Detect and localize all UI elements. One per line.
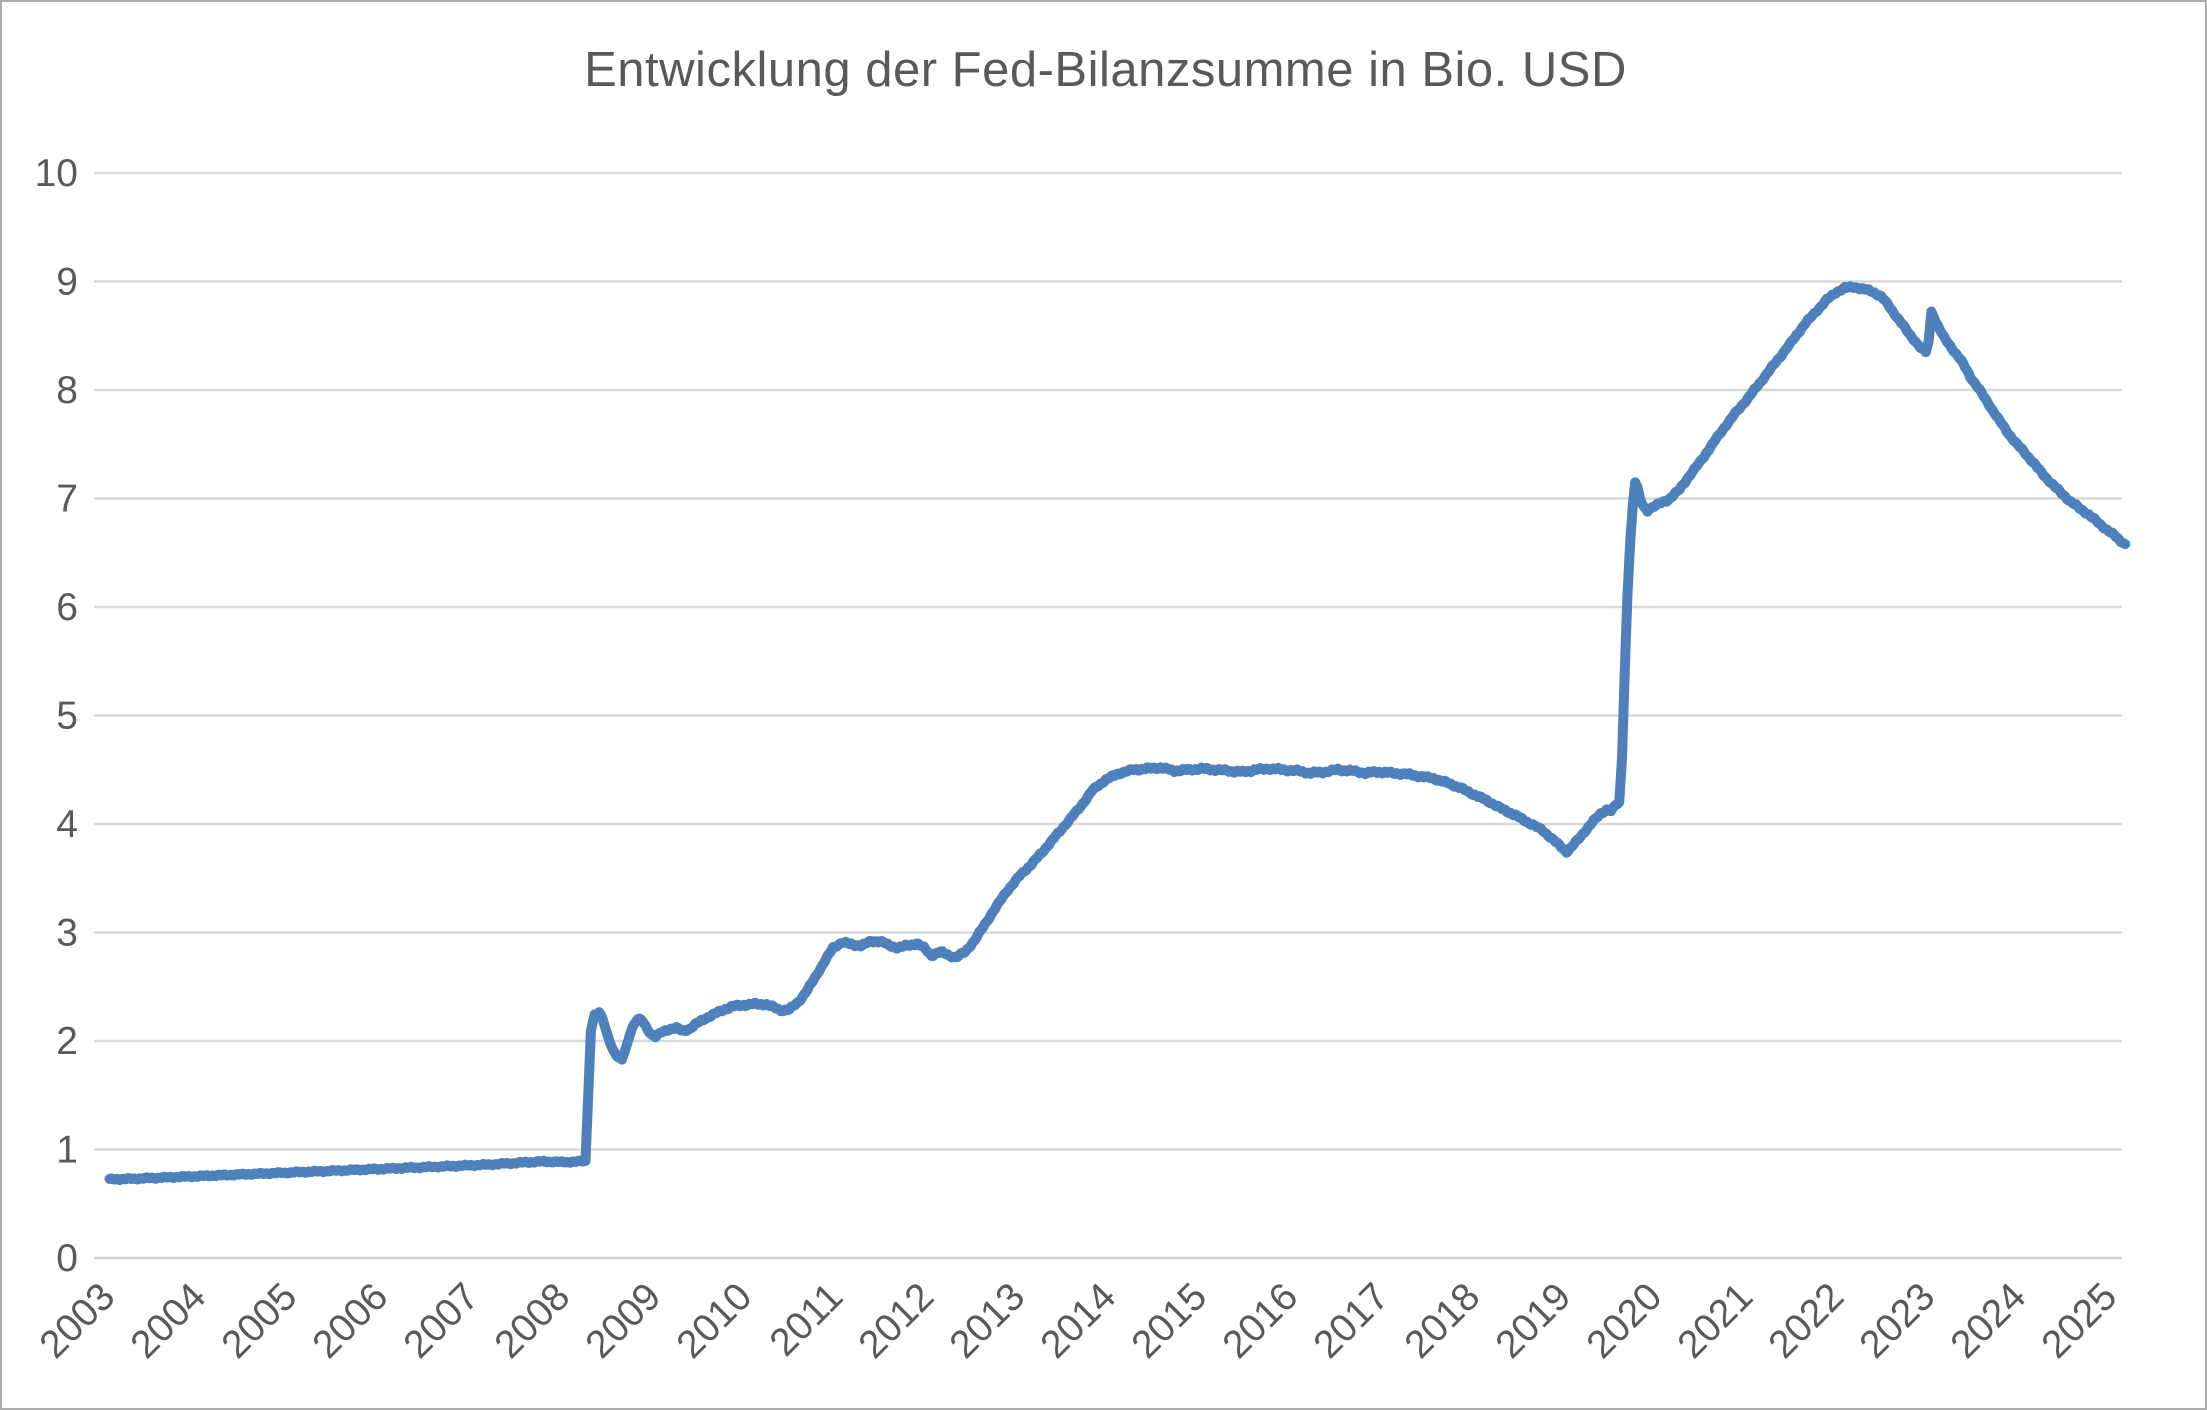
x-tick-label: 2007 bbox=[396, 1275, 488, 1367]
x-tick-label: 2024 bbox=[1943, 1275, 2035, 1367]
y-tick-label: 9 bbox=[56, 261, 78, 304]
x-tick-label: 2010 bbox=[669, 1275, 761, 1367]
y-tick-label: 5 bbox=[56, 695, 78, 738]
y-tick-label: 1 bbox=[56, 1129, 78, 1172]
x-tick-label: 2023 bbox=[1852, 1275, 1944, 1367]
x-tick-label: 2014 bbox=[1033, 1275, 1125, 1367]
x-tick-label: 2018 bbox=[1397, 1275, 1489, 1367]
y-tick-label: 8 bbox=[56, 369, 78, 412]
y-tick-label: 6 bbox=[56, 586, 78, 629]
x-tick-label: 2009 bbox=[578, 1275, 670, 1367]
y-tick-label: 4 bbox=[56, 803, 78, 846]
x-tick-label: 2008 bbox=[487, 1275, 579, 1367]
x-tick-label: 2005 bbox=[214, 1275, 306, 1367]
x-tick-label: 2019 bbox=[1488, 1275, 1580, 1367]
x-tick-label: 2006 bbox=[305, 1275, 397, 1367]
x-tick-label: 2015 bbox=[1124, 1275, 1216, 1367]
y-tick-label: 3 bbox=[56, 912, 78, 955]
y-tick-label: 0 bbox=[56, 1237, 78, 1280]
x-tick-label: 2012 bbox=[851, 1275, 943, 1367]
x-tick-label: 2022 bbox=[1761, 1275, 1853, 1367]
x-tick-label: 2016 bbox=[1215, 1275, 1307, 1367]
y-tick-label: 7 bbox=[56, 478, 78, 521]
x-tick-label: 2021 bbox=[1670, 1275, 1762, 1367]
x-tick-label: 2003 bbox=[32, 1275, 124, 1367]
x-tick-label: 2004 bbox=[123, 1275, 215, 1367]
x-tick-label: 2025 bbox=[2034, 1275, 2126, 1367]
x-tick-label: 2020 bbox=[1579, 1275, 1671, 1367]
fed-balance-series-line bbox=[104, 281, 2131, 1185]
x-tick-label: 2013 bbox=[942, 1275, 1034, 1367]
x-tick-label: 2017 bbox=[1306, 1275, 1398, 1367]
x-tick-label: 2011 bbox=[762, 1275, 852, 1365]
y-tick-label: 10 bbox=[35, 152, 78, 195]
chart-title: Entwicklung der Fed-Bilanzsumme in Bio. … bbox=[584, 43, 1627, 97]
y-tick-label: 2 bbox=[56, 1020, 78, 1063]
